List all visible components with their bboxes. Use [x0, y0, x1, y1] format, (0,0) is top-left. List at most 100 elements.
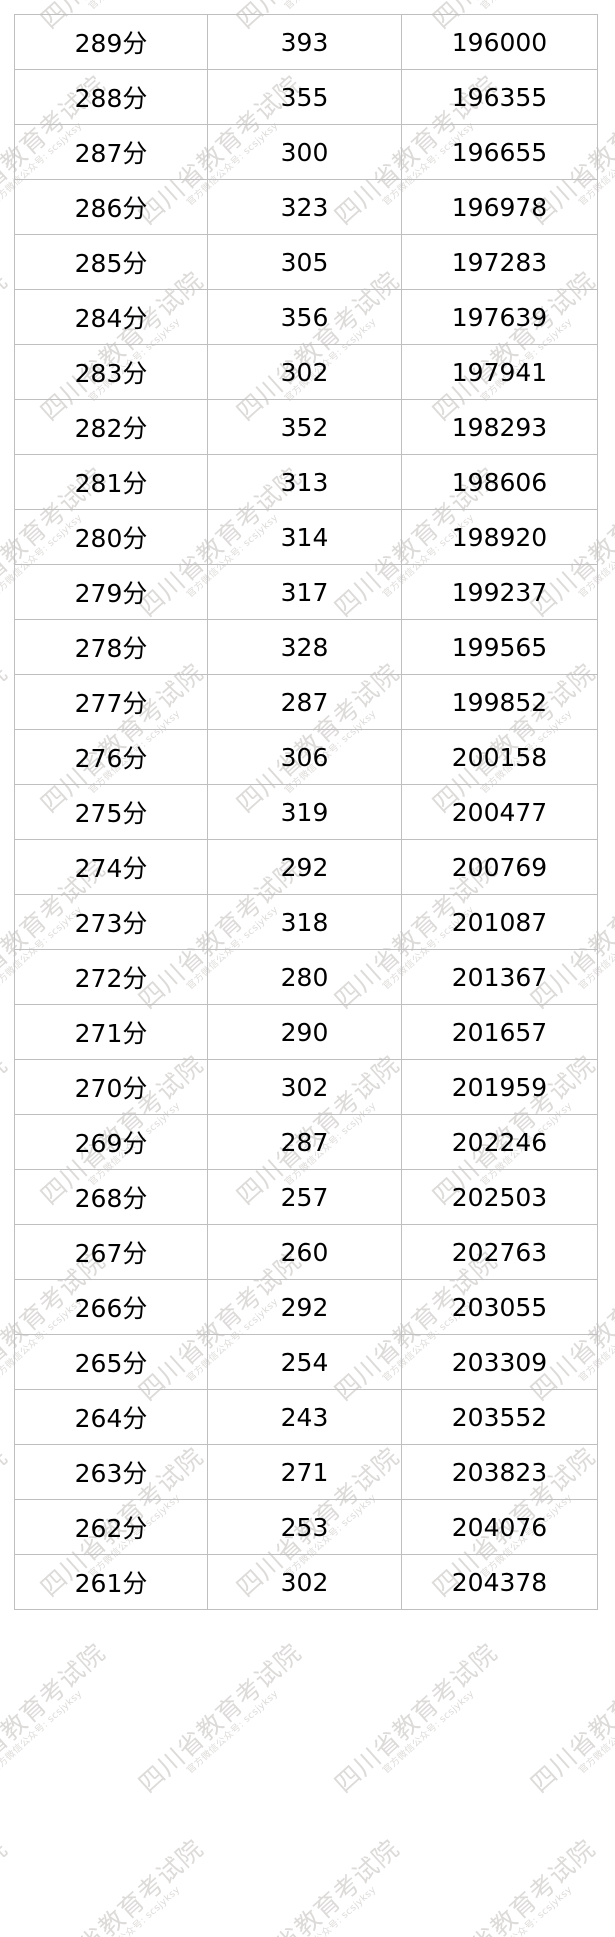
score-cell: 271分: [14, 1004, 208, 1060]
score-distribution-table: 289分 393 196000 288分 355 196355 287分 300 196655 2…: [14, 14, 598, 1610]
watermark-sub-text: 官方微信公众号: scsjyksy: [184, 1688, 281, 1777]
table-row: 274分 292 200769: [14, 839, 598, 895]
cumulative-cell: 196355: [401, 69, 598, 125]
count-cell: 271: [207, 1444, 402, 1500]
score-cell: 264分: [14, 1389, 208, 1445]
score-cell: 273分: [14, 894, 208, 950]
cumulative-cell: 197639: [401, 289, 598, 345]
table-row: 271分 290 201657: [14, 1004, 598, 1060]
count-cell: 302: [207, 1059, 402, 1115]
score-cell: 287分: [14, 124, 208, 180]
cumulative-cell: 200477: [401, 784, 598, 840]
score-cell: 276分: [14, 729, 208, 785]
count-cell: 280: [207, 949, 402, 1005]
table-row: 276分 306 200158: [14, 729, 598, 785]
watermark-sub-text: 官方微信公众号: scsjyksy: [380, 1688, 477, 1777]
table-row: 288分 355 196355: [14, 69, 598, 125]
score-table-container: 289分 393 196000 288分 355 196355 287分 300 196655 2…: [14, 14, 598, 1610]
cumulative-cell: 201657: [401, 1004, 598, 1060]
cumulative-cell: 203552: [401, 1389, 598, 1445]
score-cell: 285分: [14, 234, 208, 290]
watermark-text: 四川省教育考试院官方微信公众号: scsjyksy: [35, 1834, 215, 1937]
score-cell: 288分: [14, 69, 208, 125]
cumulative-cell: 201087: [401, 894, 598, 950]
table-row: 269分 287 202246: [14, 1114, 598, 1170]
table-row: 267分 260 202763: [14, 1224, 598, 1280]
count-cell: 287: [207, 1114, 402, 1170]
watermark-main-text: 四川省教育考试院: [0, 1049, 13, 1211]
watermark-text: 四川省教育考试院官方微信公众号: scsjyksy: [427, 1834, 607, 1937]
table-row: 281分 313 198606: [14, 454, 598, 510]
table-row: 263分 271 203823: [14, 1444, 598, 1500]
table-row: 284分 356 197639: [14, 289, 598, 345]
count-cell: 393: [207, 14, 402, 70]
table-row: 286分 323 196978: [14, 179, 598, 235]
watermark-main-text: 四川省教育考试院: [0, 657, 13, 819]
cumulative-cell: 197283: [401, 234, 598, 290]
score-cell: 286分: [14, 179, 208, 235]
count-cell: 319: [207, 784, 402, 840]
watermark-sub-text: 官方微信公众号: scsjyksy: [0, 1688, 85, 1777]
table-row: 261分 302 204378: [14, 1554, 598, 1610]
score-cell: 266分: [14, 1279, 208, 1335]
watermark-main-text: 四川省教育考试院: [132, 1637, 307, 1799]
count-cell: 287: [207, 674, 402, 730]
table-row: 268分 257 202503: [14, 1169, 598, 1225]
cumulative-cell: 199565: [401, 619, 598, 675]
count-cell: 356: [207, 289, 402, 345]
count-cell: 352: [207, 399, 402, 455]
watermark-text: 四川省教育考试院官方微信公众号: scsjyksy: [328, 1637, 509, 1806]
cumulative-cell: 199852: [401, 674, 598, 730]
cumulative-cell: 203309: [401, 1334, 598, 1390]
count-cell: 290: [207, 1004, 402, 1060]
watermark-main-text: 四川省教育考试院: [0, 265, 13, 427]
score-cell: 268分: [14, 1169, 208, 1225]
watermark-main-text: 四川省教育考试院: [328, 1637, 503, 1799]
watermark-sub-text: 官方微信公众号: scsjyksy: [0, 1855, 20, 1937]
table-row: 264分 243 203552: [14, 1389, 598, 1445]
table-row: 266分 292 203055: [14, 1279, 598, 1335]
score-cell: 275分: [14, 784, 208, 840]
score-cell: 269分: [14, 1114, 208, 1170]
table-row: 289分 393 196000: [14, 14, 598, 70]
table-row: 282分 352 198293: [14, 399, 598, 455]
table-row: 270分 302 201959: [14, 1059, 598, 1115]
table-row: 283分 302 197941: [14, 344, 598, 400]
watermark-sub-text: 官方微信公众号: scsjyksy: [576, 1688, 615, 1777]
table-row: 273分 318 201087: [14, 894, 598, 950]
watermark-main-text: 四川省教育考试院: [0, 1833, 13, 1937]
score-cell: 263分: [14, 1444, 208, 1500]
table-row: 277分 287 199852: [14, 674, 598, 730]
cumulative-cell: 196000: [401, 14, 598, 70]
count-cell: 300: [207, 124, 402, 180]
score-cell: 270分: [14, 1059, 208, 1115]
watermark-main-text: 四川省教育考试院: [524, 1637, 615, 1799]
count-cell: 323: [207, 179, 402, 235]
score-cell: 281分: [14, 454, 208, 510]
cumulative-cell: 197941: [401, 344, 598, 400]
watermark-text: 四川省教育考试院官方微信公众号: scsjyksy: [0, 1638, 118, 1806]
count-cell: 318: [207, 894, 402, 950]
count-cell: 306: [207, 729, 402, 785]
count-cell: 254: [207, 1334, 402, 1390]
score-cell: 265分: [14, 1334, 208, 1390]
cumulative-cell: 204378: [401, 1554, 598, 1610]
table-row: 272分 280 201367: [14, 949, 598, 1005]
score-cell: 289分: [14, 14, 208, 70]
watermark-sub-text: 官方微信公众号: scsjyksy: [86, 1884, 183, 1937]
cumulative-cell: 198293: [401, 399, 598, 455]
count-cell: 302: [207, 1554, 402, 1610]
table-row: 280分 314 198920: [14, 509, 598, 565]
watermark-sub-text: 官方微信公众号: scsjyksy: [478, 1884, 575, 1937]
count-cell: 313: [207, 454, 402, 510]
cumulative-cell: 200158: [401, 729, 598, 785]
table-row: 262分 253 204076: [14, 1499, 598, 1555]
cumulative-cell: 196978: [401, 179, 598, 235]
score-cell: 277分: [14, 674, 208, 730]
score-cell: 280分: [14, 509, 208, 565]
cumulative-cell: 202763: [401, 1224, 598, 1280]
score-cell: 283分: [14, 344, 208, 400]
watermark-sub-text: 官方微信公众号: scsjyksy: [282, 1884, 379, 1937]
cumulative-cell: 198606: [401, 454, 598, 510]
